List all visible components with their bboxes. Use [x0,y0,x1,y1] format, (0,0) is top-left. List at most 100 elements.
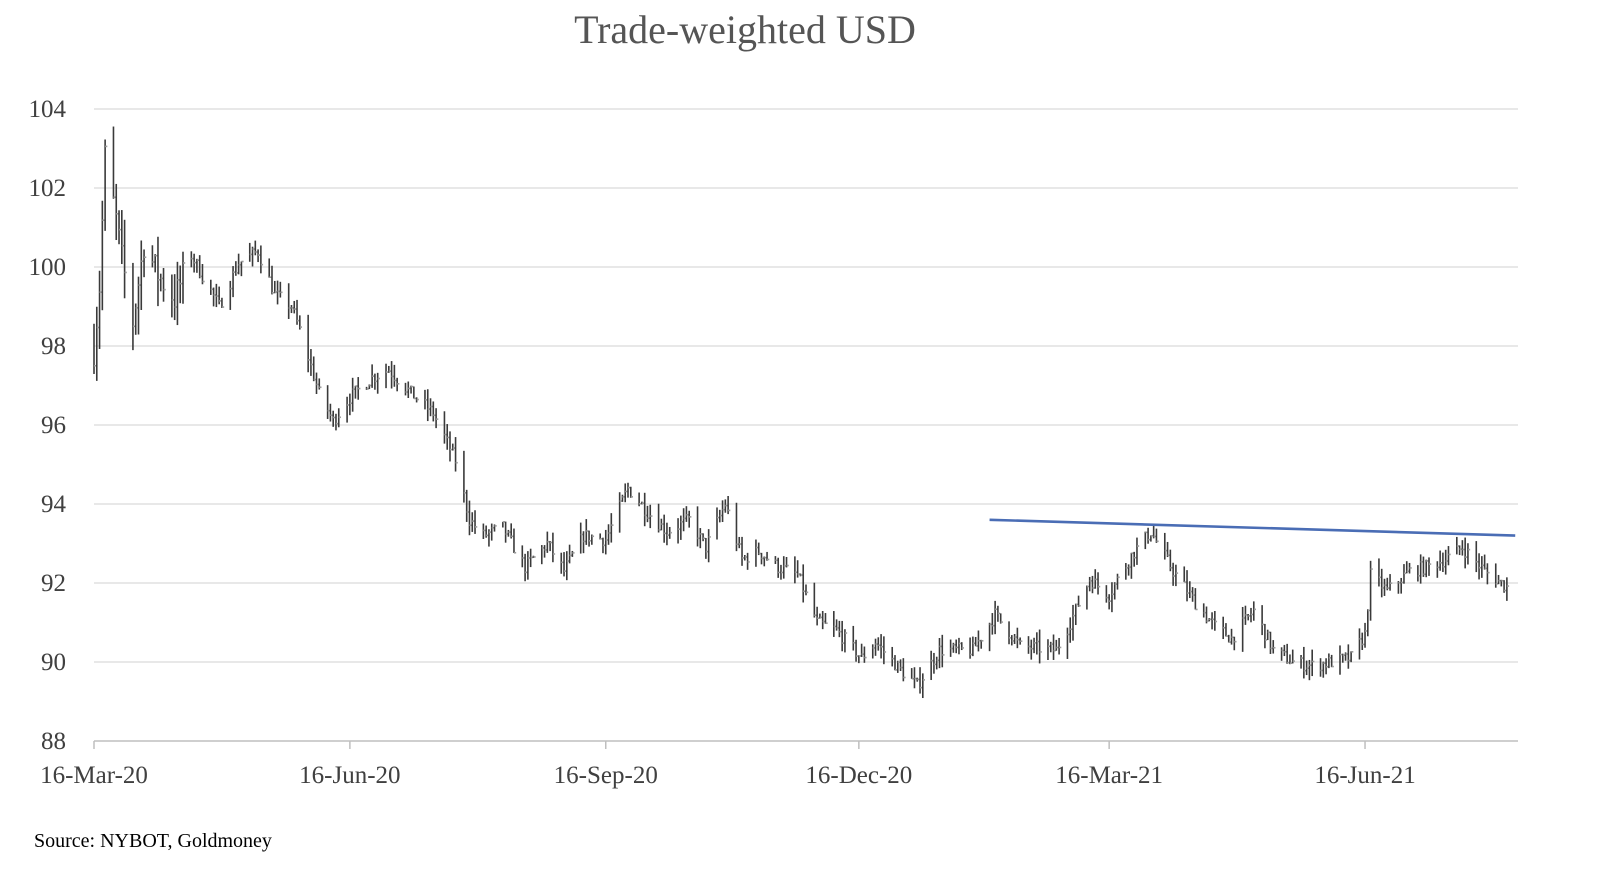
ohlc-bar [1308,659,1312,681]
ohlc-bar [315,372,319,395]
ohlc-bar [121,210,125,265]
ohlc-bar [716,507,720,540]
ohlc-bar [1055,639,1059,651]
ohlc-bar [821,610,825,630]
ohlc-bar [1311,649,1315,677]
ohlc-bar [1319,658,1323,677]
ohlc-bar [1339,645,1343,675]
ohlc-bar [824,613,828,625]
ohlc-bar [666,522,670,546]
ohlc-bar [699,528,703,549]
ohlc-bar [1097,572,1101,595]
ohlc-bar [332,410,336,427]
ohlc-bar [221,297,225,309]
ohlc-bar [813,582,817,618]
ohlc-bar [835,619,839,631]
ohlc-bar [1233,636,1237,651]
ohlc-bar [871,644,875,659]
ohlc-bar [471,512,475,532]
ohlc-bar [913,667,917,689]
ohlc-bar [552,532,556,563]
ohlc-bar [1049,641,1053,653]
ohlc-bar [482,523,486,539]
ohlc-bar [1189,581,1193,599]
ohlc-bar [1269,631,1273,654]
ohlc-bar [1266,629,1270,641]
ohlc-bar [1475,541,1479,573]
ohlc-bar [1027,636,1031,654]
ohlc-bar [312,356,316,382]
ohlc-bar [774,556,778,565]
ohlc-bar [833,611,837,637]
ohlc-bar [938,638,942,669]
ohlc-bar [1467,543,1471,565]
ohlc-bar [1447,546,1451,566]
ohlc-bar [997,605,1001,622]
ohlc-bar [273,280,277,294]
ohlc-bar [646,505,650,523]
ohlc-bar [935,656,939,670]
ohlc-bar [1436,561,1440,578]
ohlc-bar [1058,637,1062,655]
ohlc-bar [276,280,280,305]
ohlc-bar [1289,654,1293,665]
ohlc-bar [638,492,642,507]
ohlc-bar [1155,528,1159,543]
ohlc-bar [844,629,848,653]
ohlc-bar [212,287,216,307]
ohlc-bar [668,526,672,539]
ohlc-bar [532,555,536,559]
ohlc-bar [649,504,653,529]
ohlc-bar [643,492,647,527]
ohlc-bar [1503,580,1507,593]
ohlc-bar [1422,556,1426,577]
ohlc-bar [1261,605,1265,636]
ohlc-bar [257,249,261,263]
ohlc-bar [1397,581,1401,594]
ohlc-bar [579,522,583,554]
ohlc-bar [1230,628,1234,645]
ohlc-bar [1497,574,1501,585]
x-tick-label: 16-Mar-20 [40,762,148,789]
ohlc-bar [1383,578,1387,596]
ohlc-bar [376,372,380,394]
ohlc-bar [293,300,297,314]
ohlc-bar [271,265,275,295]
ohlc-bar [641,501,645,505]
ohlc-bar [299,315,303,330]
ohlc-bar [777,557,781,578]
ohlc-bar [193,253,197,273]
ohlc-bar [443,411,447,444]
ohlc-bar [891,646,895,667]
ohlc-bar [1481,556,1485,578]
ohlc-bar [218,286,222,305]
ohlc-bar [952,642,956,653]
ohlc-bar [240,260,244,277]
ohlc-bar [1250,607,1254,623]
x-tick-label: 16-Jun-20 [299,762,400,789]
x-tick-label: 16-Jun-21 [1314,762,1415,789]
ohlc-bar [1186,570,1190,602]
ohlc-bar [949,639,953,657]
y-tick-label: 96 [41,412,66,439]
ohlc-bar [260,245,264,274]
ohlc-bar [104,139,108,231]
y-tick-label: 90 [41,649,66,676]
ohlc-bar [805,584,809,596]
ohlc-bar [426,389,430,422]
ohlc-bar [337,408,341,428]
ohlc-bar [1283,644,1287,657]
ohlc-bar [1202,603,1206,618]
ohlc-bar [137,276,141,335]
ohlc-bar [446,424,450,450]
ohlc-bar [735,502,739,552]
ohlc-bar [1408,562,1412,574]
ohlc-bar [1013,634,1017,644]
ohlc-bar [1208,618,1212,622]
ohlc-bar [721,500,725,522]
gridlines [94,108,1518,663]
ohlc-bar [1166,541,1170,558]
ohlc-bar [977,630,981,652]
ohlc-bar [838,620,842,638]
ohlc-bar [1172,562,1176,586]
